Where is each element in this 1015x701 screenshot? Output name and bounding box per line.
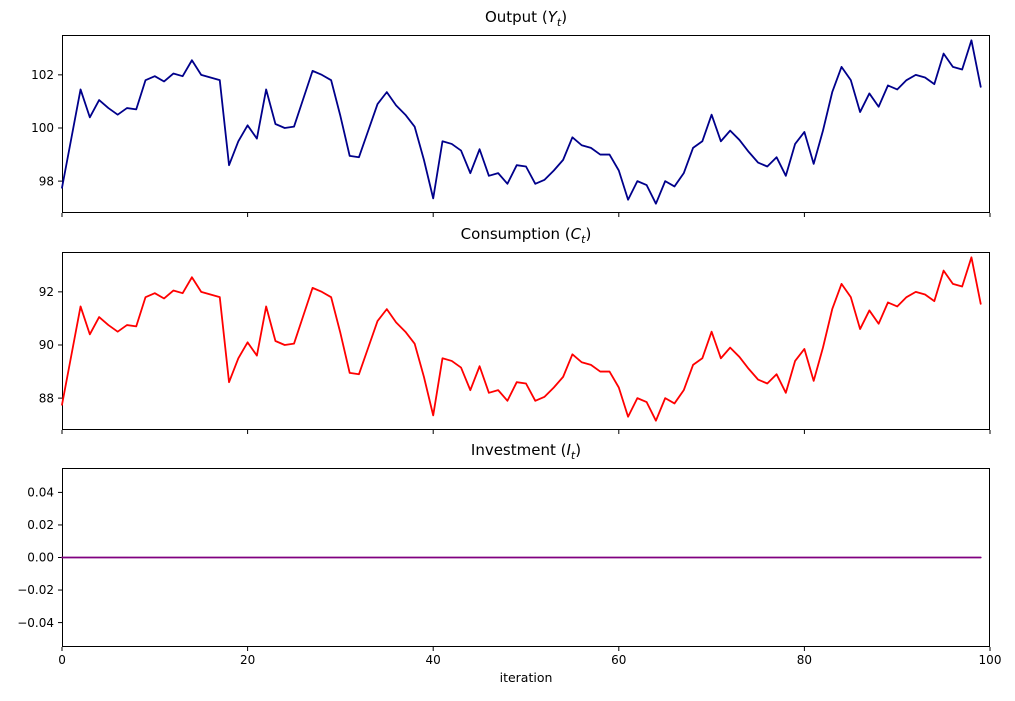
title-text: Investment (: [470, 441, 567, 459]
title-subscript: t: [570, 449, 576, 462]
title-variable: I: [566, 441, 571, 459]
investment-chart-title: Investment (It): [62, 441, 990, 462]
y-tick-label: 0.00: [27, 551, 54, 565]
x-tick-label: 60: [611, 653, 626, 667]
output-chart: 98 100 102: [31, 35, 991, 217]
y-tick-label: 102: [31, 68, 54, 82]
y-tick-label: −0.04: [17, 616, 54, 630]
x-tick-label: 40: [426, 653, 441, 667]
y-tick-label: 88: [39, 391, 54, 405]
x-axis-label: iteration: [499, 670, 553, 685]
y-tick-label: 0.02: [27, 518, 54, 532]
y-tick-label: 90: [39, 338, 54, 352]
output-chart-title: Output (Yt): [62, 8, 990, 29]
x-tick-label: 20: [240, 653, 255, 667]
y-tick-label: 92: [39, 285, 54, 299]
title-subscript: t: [581, 233, 586, 246]
data-line: [61, 39, 982, 205]
data-line: [61, 256, 982, 422]
title-variable: Y: [547, 8, 557, 26]
consumption-chart-title: Consumption (Ct): [62, 225, 990, 246]
title-subscript: t: [556, 16, 562, 29]
x-tick-label: 80: [797, 653, 812, 667]
x-tick-label: 0: [58, 653, 66, 667]
y-tick-label: 0.04: [27, 486, 54, 500]
investment-chart: −0.04 −0.02 0.00 0.02 0.04 0 20 40 60 80 100: [17, 468, 1001, 667]
x-tick-label: 100: [979, 653, 1002, 667]
title-text: Consumption (: [460, 225, 571, 243]
title-text: Output (: [484, 8, 548, 26]
title-text: ): [575, 441, 582, 459]
y-tick-label: 100: [31, 121, 54, 135]
y-tick-label: −0.02: [17, 583, 54, 597]
title-text: ): [585, 225, 592, 243]
y-tick-label: 98: [39, 174, 54, 188]
plot-frame: [62, 252, 990, 430]
title-text: ): [561, 8, 568, 26]
title-variable: C: [570, 225, 582, 243]
consumption-chart: 88 90 92: [39, 252, 991, 434]
plot-frame: [62, 35, 990, 213]
